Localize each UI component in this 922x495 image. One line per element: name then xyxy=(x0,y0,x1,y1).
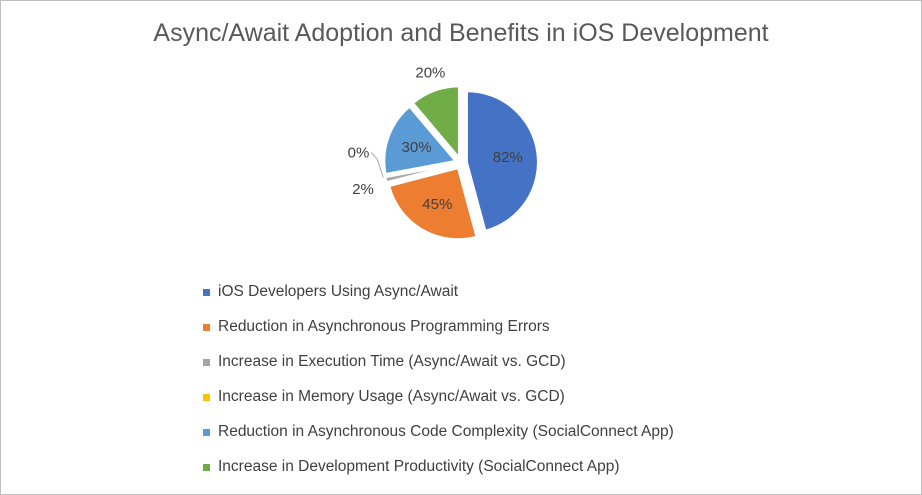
leader-line xyxy=(370,152,384,178)
data-label: 0% xyxy=(348,144,370,161)
legend-entry: Reduction in Asynchronous Code Complexit… xyxy=(203,421,674,456)
legend-entry: Reduction in Asynchronous Programming Er… xyxy=(203,316,674,351)
legend-entry: Increase in Development Productivity (So… xyxy=(203,456,674,491)
data-label: 82% xyxy=(493,149,523,166)
legend-label: Reduction in Asynchronous Programming Er… xyxy=(218,318,550,335)
legend-swatch xyxy=(203,464,210,471)
chart-title: Async/Await Adoption and Benefits in iOS… xyxy=(153,19,769,47)
pie-slice xyxy=(384,163,456,184)
legend-swatch xyxy=(203,324,210,331)
pie-slice xyxy=(465,90,539,232)
pie-slice xyxy=(411,85,460,161)
legend-swatch xyxy=(203,394,210,401)
legend-swatch xyxy=(203,289,210,296)
legend-label: Reduction in Asynchronous Code Complexit… xyxy=(218,423,674,440)
legend-label: Increase in Memory Usage (Async/Await vs… xyxy=(218,388,565,405)
legend-label: Increase in Development Productivity (So… xyxy=(218,458,620,475)
legend-swatch xyxy=(203,359,210,366)
chart-legend: iOS Developers Using Async/Await Reducti… xyxy=(203,281,674,491)
data-label: 2% xyxy=(352,181,374,198)
legend-label: iOS Developers Using Async/Await xyxy=(218,283,459,300)
legend-entry: Increase in Execution Time (Async/Await … xyxy=(203,351,674,386)
data-label: 45% xyxy=(422,196,452,213)
legend-swatch xyxy=(203,429,210,436)
legend-label: Increase in Execution Time (Async/Await … xyxy=(218,353,566,370)
data-label: 30% xyxy=(402,139,432,156)
data-label: 20% xyxy=(415,64,445,81)
pie-slice xyxy=(383,105,458,176)
pie-slice xyxy=(388,166,478,241)
legend-entry: Increase in Memory Usage (Async/Await vs… xyxy=(203,386,674,421)
legend-entry: iOS Developers Using Async/Await xyxy=(203,281,674,316)
